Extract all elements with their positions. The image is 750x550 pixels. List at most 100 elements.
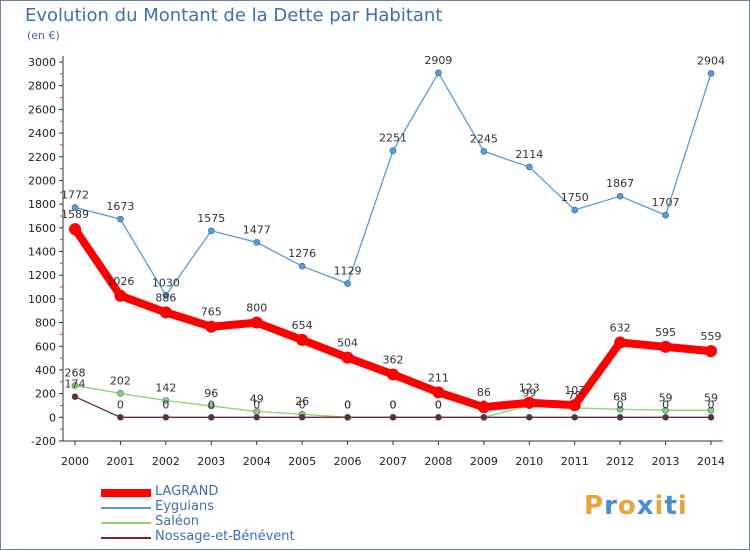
data-label: 1575 — [197, 212, 225, 225]
data-label: 0 — [253, 398, 260, 411]
data-point — [662, 211, 669, 219]
data-point — [616, 405, 624, 413]
x-tick-label: 2008 — [424, 455, 452, 468]
data-point — [525, 163, 533, 171]
data-label: 1867 — [606, 177, 634, 190]
data-label: 0 — [617, 398, 624, 411]
data-point — [250, 316, 263, 329]
y-tick-label: 800 — [35, 317, 56, 330]
data-label: 0 — [344, 398, 351, 411]
x-tick-label: 2012 — [606, 455, 634, 468]
data-point — [568, 399, 581, 412]
data-point — [159, 306, 172, 319]
data-point — [69, 223, 81, 236]
logo-letter: t — [664, 491, 678, 521]
data-point — [525, 414, 533, 421]
x-tick-label: 2003 — [197, 455, 225, 468]
data-label: 103 — [564, 384, 585, 397]
x-tick-label: 2001 — [106, 455, 134, 468]
data-label: 1589 — [61, 208, 89, 221]
data-label: 0 — [662, 398, 669, 411]
data-point — [662, 414, 669, 421]
data-point — [298, 414, 306, 421]
data-label: 654 — [292, 319, 313, 332]
data-label: 0 — [162, 398, 169, 411]
data-point — [71, 204, 79, 211]
y-tick-label: 1800 — [28, 198, 56, 211]
data-point — [659, 340, 672, 353]
data-label: 1129 — [334, 265, 362, 278]
data-label: 632 — [610, 321, 631, 334]
data-point — [344, 280, 351, 287]
chart-title: Evolution du Montant de la Dette par Hab… — [25, 5, 443, 26]
x-tick-label: 2014 — [697, 455, 725, 468]
data-label: 2909 — [424, 54, 452, 67]
legend-swatch-eyguians — [101, 507, 151, 509]
legend-label: LAGRAND — [155, 484, 219, 499]
data-label: 2904 — [697, 54, 725, 67]
x-tick-label: 2000 — [61, 455, 89, 468]
logo-letter: P — [584, 491, 605, 521]
chart-subtitle: (en €) — [27, 29, 60, 42]
legend-swatch-nossage — [101, 537, 151, 539]
logo-letter: x — [636, 491, 655, 521]
data-label: 123 — [519, 382, 540, 395]
y-tick-label: 1600 — [28, 222, 56, 235]
data-label: 268 — [65, 367, 86, 380]
y-tick-label: 600 — [35, 340, 56, 353]
y-tick-label: 1000 — [28, 293, 56, 306]
y-tick-label: 400 — [35, 364, 56, 377]
data-label: 86 — [477, 386, 491, 399]
legend-label: Nossage-et-Bénévent — [155, 529, 295, 544]
data-point — [162, 397, 170, 404]
data-label: 0 — [708, 398, 715, 411]
data-label: 559 — [701, 330, 722, 343]
data-label: 59 — [659, 391, 673, 404]
x-tick-label: 2007 — [379, 455, 407, 468]
data-point — [162, 414, 170, 421]
y-tick-label: 2000 — [28, 174, 56, 187]
data-label: 2114 — [515, 148, 543, 161]
x-tick-label: 2002 — [152, 455, 180, 468]
data-point — [253, 414, 261, 421]
data-point — [71, 382, 79, 389]
data-label: 2245 — [470, 132, 498, 145]
data-label: 800 — [246, 302, 267, 315]
data-label: 1772 — [61, 188, 89, 201]
legend-label: Eyguians — [155, 499, 214, 514]
data-label: 59 — [704, 391, 718, 404]
y-tick-label: 0 — [49, 411, 56, 424]
x-tick-label: 2013 — [652, 455, 680, 468]
y-tick-label: 2400 — [28, 127, 56, 140]
data-label: 96 — [204, 387, 218, 400]
data-label: 142 — [155, 381, 176, 394]
data-point — [432, 386, 445, 399]
data-label: 765 — [201, 306, 222, 319]
data-label: 1030 — [152, 276, 180, 289]
logo-letter: i — [654, 491, 665, 521]
data-point — [207, 227, 215, 235]
data-point — [162, 292, 170, 299]
data-point — [707, 414, 715, 421]
data-label: 1477 — [243, 223, 271, 236]
legend-swatch-lagrand — [101, 489, 151, 497]
data-label: 0 — [390, 398, 397, 411]
y-tick-label: 2200 — [28, 151, 56, 164]
data-label: 202 — [110, 374, 131, 387]
data-label: 1276 — [288, 247, 316, 260]
x-tick-label: 2006 — [334, 455, 362, 468]
data-label: 2251 — [379, 132, 407, 145]
data-point — [571, 206, 579, 214]
data-point — [480, 148, 488, 155]
data-point — [616, 192, 624, 200]
y-tick-label: 200 — [35, 388, 56, 401]
data-label: 886 — [155, 291, 176, 304]
data-label: 0 — [390, 398, 397, 411]
x-tick-label: 2010 — [515, 455, 543, 468]
legend-swatch-saleon — [101, 522, 151, 524]
data-label: 595 — [655, 326, 676, 339]
logo-letter: o — [617, 491, 637, 521]
data-point — [435, 69, 442, 77]
proxiti-logo: Proxiti — [584, 491, 688, 521]
